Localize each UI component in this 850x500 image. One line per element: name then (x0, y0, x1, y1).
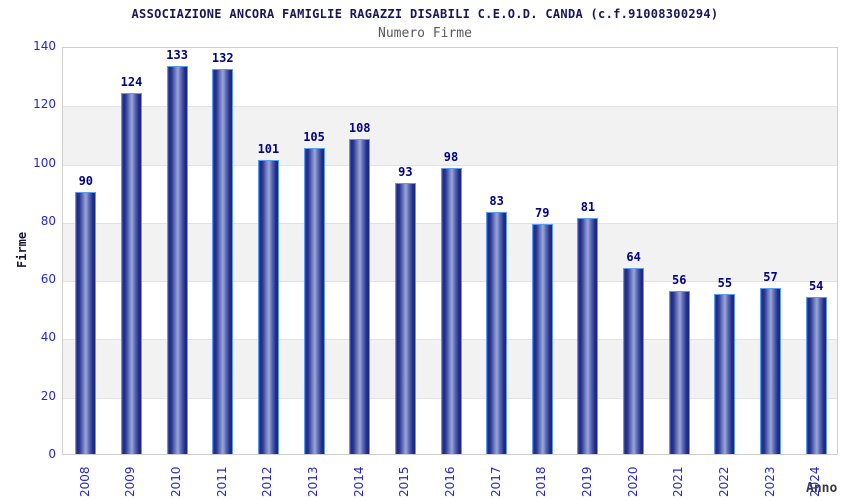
y-tick-label: 60 (40, 272, 56, 287)
bar-2010 (166, 66, 188, 454)
bar-2016 (440, 168, 462, 454)
plot-band (63, 106, 837, 165)
bar-2009 (120, 92, 142, 454)
x-tick-label: 2022 (716, 466, 731, 497)
gridline (63, 164, 837, 166)
y-axis-label: Firme (15, 231, 29, 268)
bar-2020 (623, 267, 645, 454)
x-axis-label: Anno (806, 481, 838, 496)
bar-2014 (349, 139, 371, 454)
x-tick-label: 2024 (808, 466, 823, 497)
y-tick-label: 40 (40, 330, 56, 345)
bar-value-label: 56 (672, 272, 687, 287)
x-tick-label: 2015 (397, 466, 412, 497)
bar-value-label: 54 (808, 278, 824, 293)
x-tick-label: 2023 (762, 466, 777, 497)
bar-value-label: 79 (535, 205, 550, 220)
x-tick-label: 2012 (260, 466, 275, 497)
bar-2013 (303, 148, 325, 454)
y-tick-label: 0 (48, 447, 56, 461)
bar-value-label: 133 (166, 48, 188, 63)
bar-2008 (75, 191, 97, 454)
bar-2015 (394, 182, 416, 454)
bar-2017 (486, 212, 508, 454)
bar-value-label: 124 (120, 74, 143, 89)
x-tick-label: 2020 (625, 466, 640, 497)
y-tick-label: 20 (40, 388, 56, 403)
x-tick-label: 2008 (77, 466, 92, 497)
bar-value-label: 98 (443, 150, 459, 165)
bar-value-label: 64 (626, 249, 641, 264)
bar-2018 (531, 223, 553, 454)
bar-value-label: 57 (763, 269, 778, 284)
bar-value-label: 108 (348, 121, 371, 136)
bar-value-label: 55 (717, 275, 733, 290)
bar-value-label: 81 (580, 199, 596, 214)
x-tick-label: 2016 (443, 466, 457, 497)
chart-title: ASSOCIAZIONE ANCORA FAMIGLIE RAGAZZI DIS… (131, 7, 719, 21)
x-tick-label: 2019 (579, 466, 594, 497)
bar-value-label: 132 (211, 51, 234, 66)
x-tick-label: 2009 (123, 466, 138, 497)
y-tick-label: 100 (33, 155, 56, 170)
chart-subtitle: Numero Firme (378, 26, 472, 41)
bar-value-label: 105 (303, 130, 325, 144)
x-tick-label: 2014 (351, 466, 366, 497)
x-tick-label: 2021 (671, 466, 686, 497)
bar-2021 (668, 290, 690, 454)
x-tick-label: 2013 (306, 466, 321, 497)
x-tick-label: 2010 (169, 466, 184, 497)
y-tick-label: 80 (40, 213, 56, 228)
gridline (63, 106, 837, 108)
plot-area: 90 124 133 132 101 105 108 93 98 83 79 81 64 56 55 57 54 (62, 47, 838, 455)
x-tick-label: 2017 (488, 466, 503, 497)
bar-2022 (714, 293, 736, 454)
bar-2012 (257, 159, 279, 454)
bar-2024 (805, 296, 827, 454)
y-tick-label: 120 (33, 97, 56, 112)
bar-2011 (212, 69, 234, 454)
bar-value-label: 93 (398, 164, 413, 179)
bar-value-label: 83 (489, 194, 504, 209)
x-tick-label: 2011 (214, 466, 229, 497)
bar-value-label: 90 (78, 173, 94, 188)
bar-2019 (577, 217, 599, 454)
y-tick-label: 140 (33, 39, 56, 53)
bar-2023 (760, 287, 782, 454)
x-tick-label: 2018 (534, 466, 549, 497)
bar-value-label: 101 (257, 141, 280, 156)
